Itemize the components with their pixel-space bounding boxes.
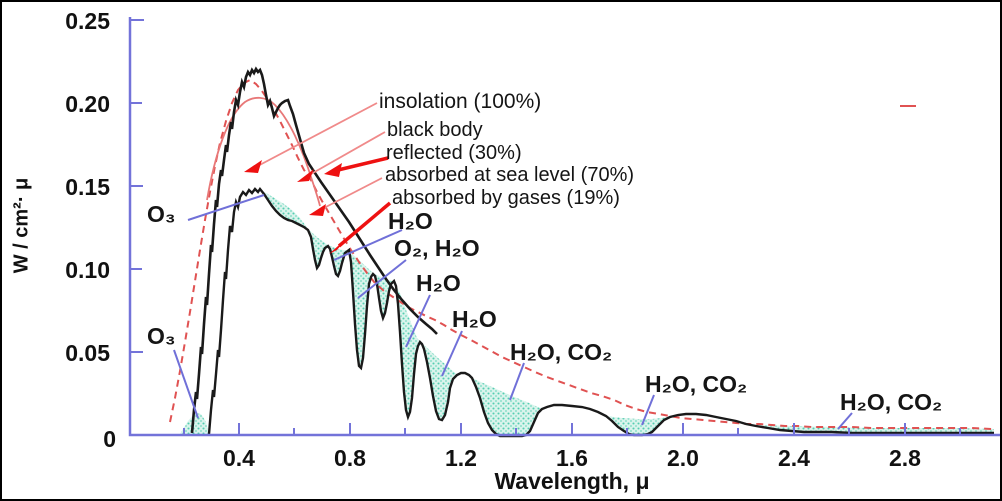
label-h2o-2: H₂O: [416, 270, 461, 296]
y-tick-0: 0: [103, 426, 116, 452]
label-h2o-1: H₂O: [388, 208, 433, 234]
leader-h2o-3: [441, 330, 463, 377]
y-tick-0.10: 0.10: [65, 257, 110, 283]
leader-o3-lower: [173, 349, 199, 419]
annotation-black-body: black body: [387, 119, 483, 141]
label-h2o-co2-3: H₂O, CO₂: [840, 389, 943, 415]
black-body-curve: [206, 96, 321, 207]
x-axis-minor-ticks: [183, 428, 961, 435]
x-tick-1.6: 1.6: [556, 445, 588, 471]
label-h2o-3: H₂O: [452, 306, 497, 332]
label-o2-h2o: O₂, H₂O: [394, 235, 480, 261]
axes: [128, 17, 1000, 437]
annotation-absorbed-by-gases: absorbed by gases (19%): [392, 187, 620, 209]
x-tick-2.4: 2.4: [778, 445, 810, 471]
x-tick-1.2: 1.2: [445, 445, 477, 471]
annotation-insolation: insolation (100%): [379, 90, 542, 113]
x-axis-title: Wavelength, μ: [494, 468, 650, 494]
label-h2o-co2-2: H₂O, CO₂: [645, 371, 748, 397]
leader-h2o-co2-3: [837, 412, 853, 430]
label-h2o-co2-1: H₂O, CO₂: [510, 339, 613, 365]
x-tick-0.4: 0.4: [223, 445, 255, 471]
arrow-line-absorbed-gases: [337, 201, 392, 248]
top-of-atmosphere-curve: [190, 66, 438, 434]
annotation-reflected: reflected (30%): [386, 142, 522, 164]
arrowhead-absorbed-sea-level: [309, 204, 326, 216]
legend-leader-lines: [253, 102, 386, 211]
absorber-leader-lines: [173, 194, 853, 430]
absorption-area-peak-lens: [260, 190, 308, 230]
label-o3-lower: O₃: [147, 323, 176, 349]
legend-arrow-lines: [337, 156, 392, 248]
leader-insolation: [253, 102, 378, 169]
arrowhead-absorbed-gases: [329, 238, 347, 254]
arrowhead-reflected: [324, 163, 342, 177]
absorption-area-main: [308, 229, 994, 436]
leader-h2o-1: [333, 229, 403, 261]
y-tick-0.05: 0.05: [65, 340, 110, 366]
x-axis-major-ticks: [238, 423, 906, 435]
y-tick-0.15: 0.15: [65, 174, 110, 200]
arrowheads: [244, 160, 347, 254]
leader-o3-upper: [187, 194, 265, 221]
label-o3-upper: O₃: [147, 201, 176, 227]
y-tick-0.20: 0.20: [65, 91, 110, 117]
absorption-area-ozone-patch: [180, 413, 209, 434]
leader-absorbed-sea-level: [319, 177, 383, 211]
arrow-line-reflected: [337, 156, 389, 172]
leader-h2o-co2-1: [509, 362, 525, 401]
leader-o2-h2o: [357, 259, 407, 299]
arrowhead-insolation: [244, 160, 262, 173]
leader-h2o-co2-2: [641, 394, 655, 426]
x-tick-0.8: 0.8: [334, 445, 366, 471]
y-axis-ticks: [130, 19, 144, 353]
x-tick-2.0: 2.0: [667, 445, 699, 471]
x-tick-2.8: 2.8: [889, 445, 921, 471]
y-axis-title: W / cm²· μ: [10, 177, 33, 274]
annotation-absorbed-sea-level: absorbed at sea level (70%): [385, 164, 635, 186]
arrowhead-black-body: [297, 169, 314, 182]
y-tick-0.25: 0.25: [65, 8, 110, 34]
leader-black-body: [303, 131, 386, 179]
leader-h2o-2: [405, 294, 431, 348]
